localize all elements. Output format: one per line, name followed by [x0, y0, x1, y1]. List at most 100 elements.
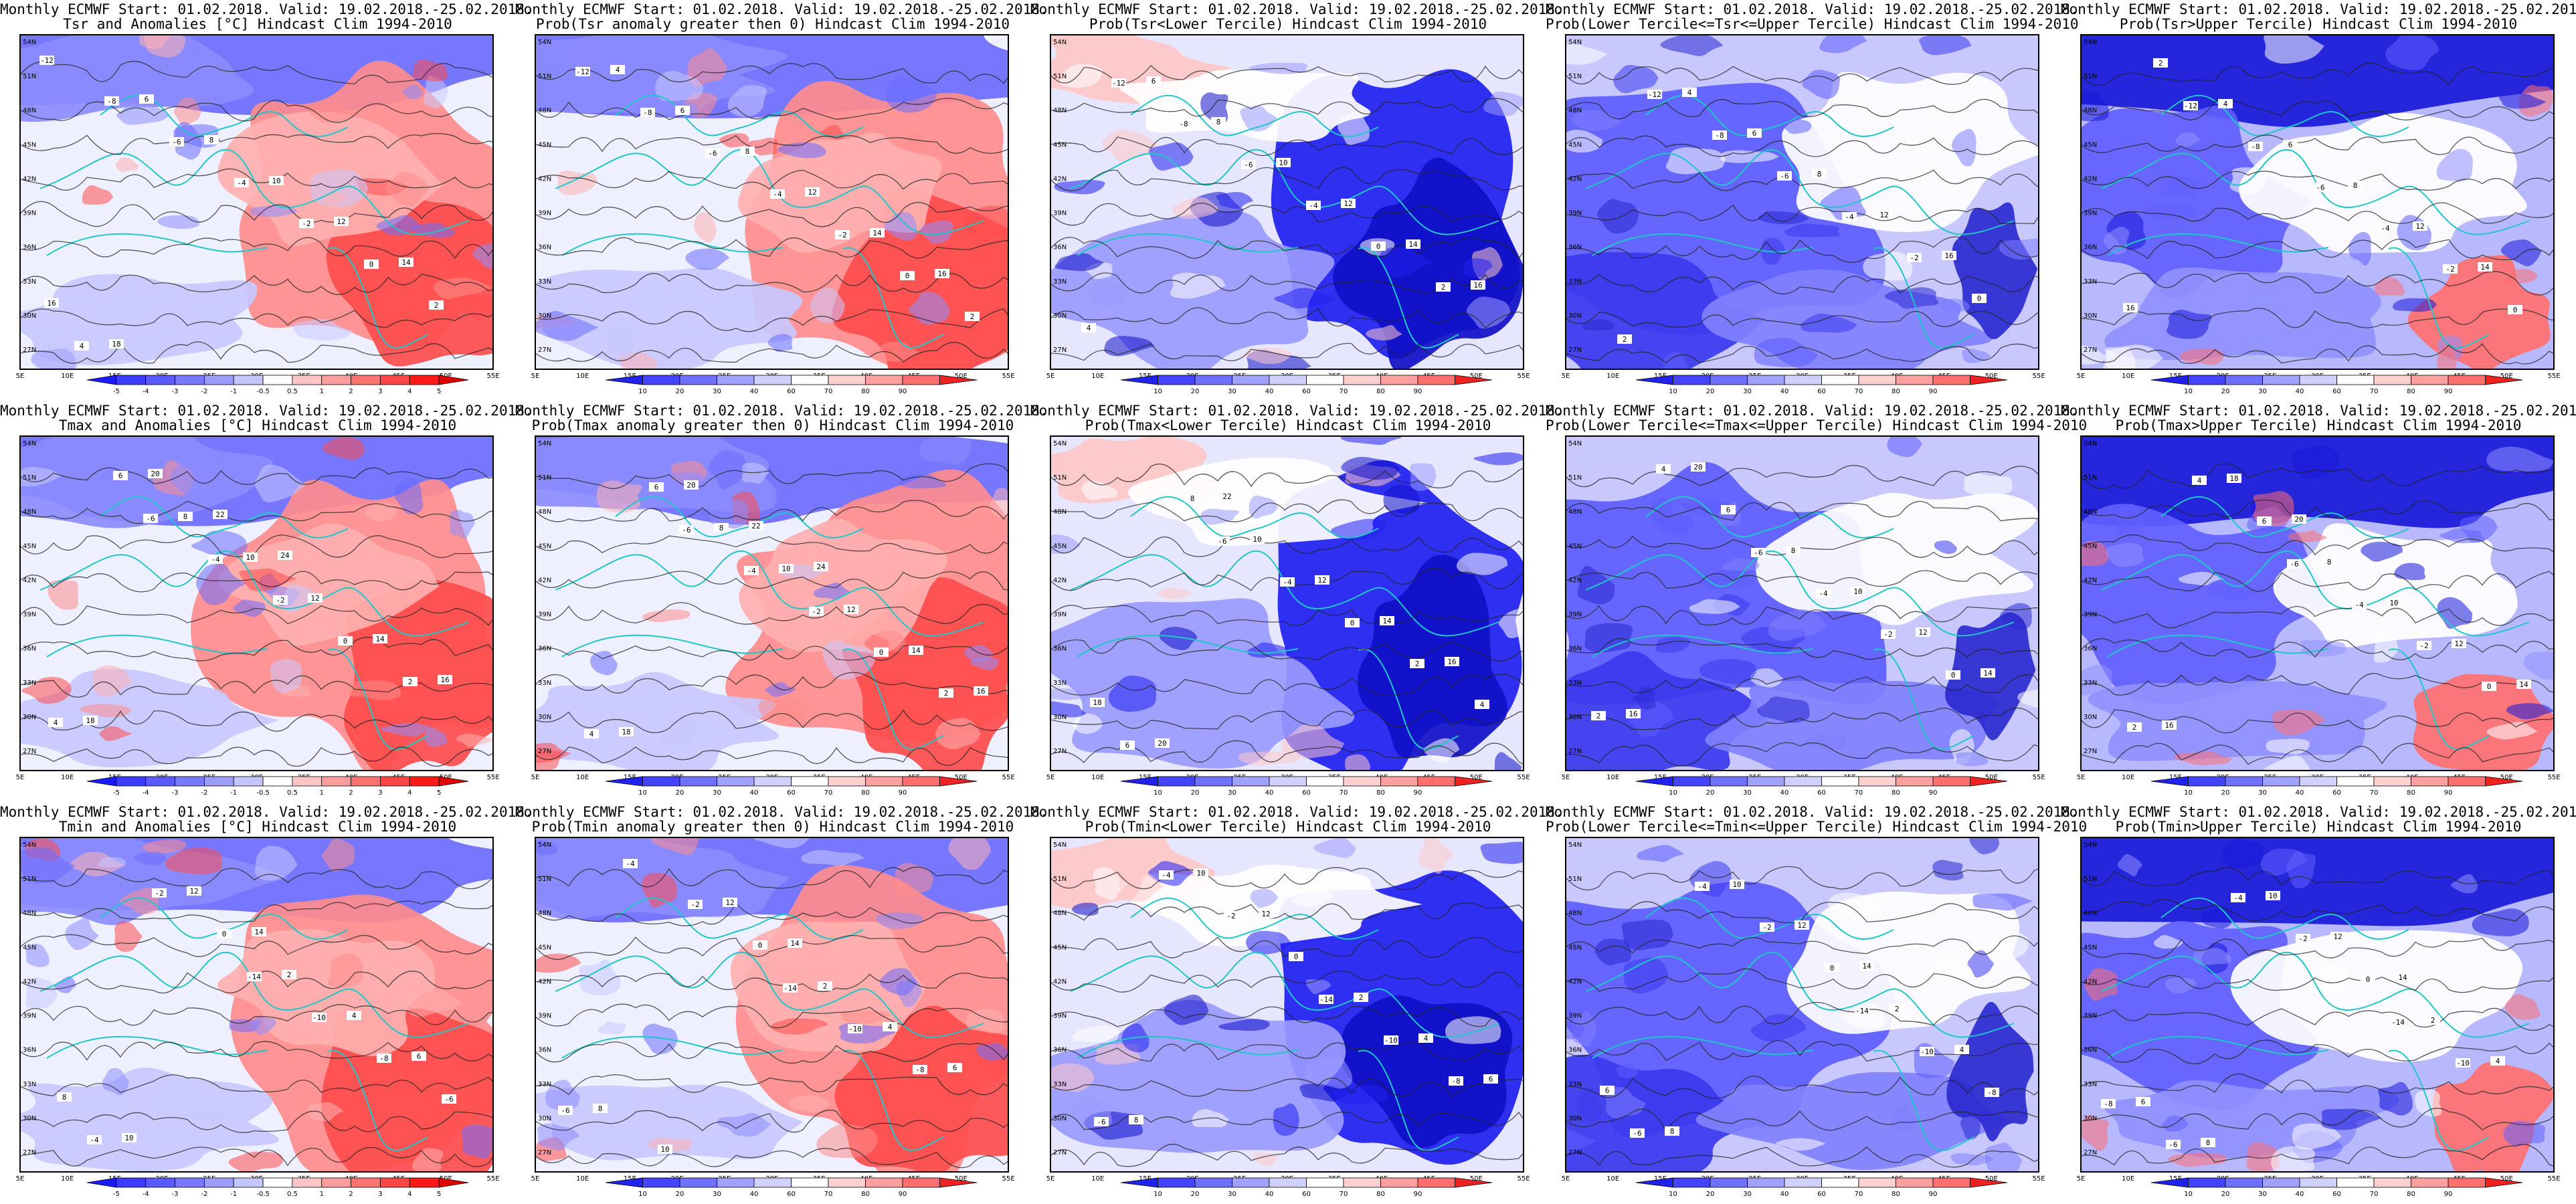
colorbar-label: 5	[437, 789, 441, 797]
contour-label-bg	[57, 1092, 72, 1102]
shaded-patch	[1576, 1087, 1602, 1122]
lon-tick-label: 5E	[531, 774, 540, 781]
lon-tick-label: 55E	[1517, 373, 1530, 380]
isotherm	[1050, 167, 1524, 191]
contour-label: -2	[691, 900, 699, 909]
shaded-patch	[2486, 721, 2538, 740]
contour-label: -6	[682, 526, 691, 534]
isotherm	[535, 571, 1008, 591]
colorbar-swatch	[2411, 776, 2449, 787]
colorbar-label: 4	[407, 1191, 411, 1198]
lat-tick-label: 42N	[1568, 175, 1582, 183]
lat-tick-label: 42N	[1568, 577, 1582, 584]
lat-tick-label: 51N	[23, 876, 36, 883]
shaded-patch	[568, 36, 603, 67]
contour-label-bg	[1916, 627, 1930, 637]
coastline	[561, 634, 784, 658]
colorbar-swatch	[2299, 375, 2337, 385]
lon-tick-label: 15E	[2169, 373, 2182, 380]
shaded-region	[2081, 436, 2554, 528]
shaded-patch	[1584, 623, 1633, 653]
lon-tick-label: 15E	[1139, 373, 1152, 380]
isotherm	[1050, 342, 1524, 362]
contour-label: -12	[576, 68, 589, 76]
contour-label: -8	[2251, 142, 2260, 151]
shaded-region	[20, 1068, 279, 1171]
isotherm	[1566, 901, 2039, 926]
isotherm	[1050, 464, 1524, 489]
isotherm	[20, 500, 493, 524]
contour-label: 2	[287, 971, 292, 979]
lat-tick-label: 54N	[1568, 39, 1582, 46]
colorbar-swatch	[642, 776, 680, 787]
contour-label-bg	[749, 521, 763, 530]
shaded-patch	[1665, 147, 1726, 175]
shaded-patch	[1616, 1064, 1639, 1078]
map-frame	[1565, 435, 2039, 771]
colorbar-swatch	[1343, 776, 1381, 787]
contour-label: 12	[337, 217, 345, 226]
contour-label: -8	[1179, 120, 1188, 128]
contour-label: -12	[1112, 79, 1125, 88]
colorbar-label: 90	[1929, 789, 1938, 797]
contour-label-bg	[1981, 668, 1995, 678]
coastline	[327, 1049, 429, 1151]
shaded-patch	[424, 730, 448, 747]
colorbar-label: -3	[172, 388, 179, 395]
contour-label: 10	[2268, 892, 2277, 900]
contour-label-bg	[1289, 952, 1303, 961]
lon-tick-label: 50E	[1985, 1175, 1998, 1183]
colorbar-swatch	[351, 375, 381, 385]
isotherm	[1050, 1078, 1524, 1097]
contour-label-bg	[575, 67, 590, 76]
shaded-region	[1946, 1001, 2034, 1142]
contour-label-bg	[152, 888, 167, 898]
shaded-patch	[1932, 860, 1964, 881]
shaded-patch	[2271, 1146, 2315, 1172]
shaded-patch	[557, 170, 597, 195]
contour-label: 6	[2141, 1098, 2146, 1106]
contour-label: 10	[1279, 159, 1287, 167]
shaded-patch	[742, 462, 769, 484]
colorbar-swatch	[828, 1177, 866, 1188]
shaded-patch	[1699, 659, 1756, 684]
shaded-patch	[2506, 703, 2554, 720]
contour-label: 12	[1317, 576, 1326, 585]
colorbar-label: 10	[2184, 388, 2193, 395]
lon-tick-label: 50E	[1470, 1175, 1483, 1183]
contour-label-bg	[1159, 870, 1174, 880]
map-canvas: -12-8-6-402468101214165E10E15E20E25E30E3…	[1046, 34, 1530, 395]
map-canvas: -12-8-6-4-20246812165E10E15E20E25E30E35E…	[1562, 34, 2045, 395]
colorbar-swatch	[1858, 776, 1896, 787]
shaded-patch	[2263, 755, 2311, 771]
colorbar-swatch	[2188, 375, 2226, 385]
map-canvas: -6-4-2024681012141618205E10E15E20E25E30E…	[2077, 435, 2561, 797]
contour-label-bg	[1665, 1126, 1679, 1136]
colorbar-label: 90	[2444, 388, 2453, 395]
lat-tick-label: 48N	[538, 910, 551, 917]
contour-label-bg	[2490, 1056, 2505, 1066]
shaded-patch	[2104, 346, 2136, 369]
shaded-patch	[1473, 452, 1524, 466]
contour-label: 10	[1253, 535, 1261, 544]
colorbar-swatch	[2336, 776, 2375, 787]
lat-tick-label: 42N	[1053, 978, 1067, 985]
contour-label-bg	[204, 135, 219, 144]
contour-label: -2	[2419, 641, 2428, 650]
contour-label: -4	[2381, 224, 2390, 233]
colorbar-swatch	[1784, 776, 1822, 787]
contour-label-bg	[187, 886, 201, 896]
colorbar-swatch	[1784, 375, 1822, 385]
map-canvas: -14-10-8-6-4-2024681012145E10E15E20E25E3…	[1562, 837, 2045, 1198]
lat-tick-label: 48N	[538, 107, 551, 114]
colorbar-label: 20	[2221, 789, 2230, 797]
colorbar-swatch	[828, 375, 866, 385]
map-frame	[19, 34, 494, 370]
contour-label-bg	[1259, 909, 1273, 918]
isotherm	[535, 500, 1008, 522]
contour-label-bg	[2162, 720, 2177, 730]
contour-label-bg	[1111, 78, 1126, 88]
isotherm	[1050, 637, 1524, 662]
lat-tick-label: 36N	[538, 244, 551, 252]
contour-label: 8	[598, 1104, 603, 1113]
